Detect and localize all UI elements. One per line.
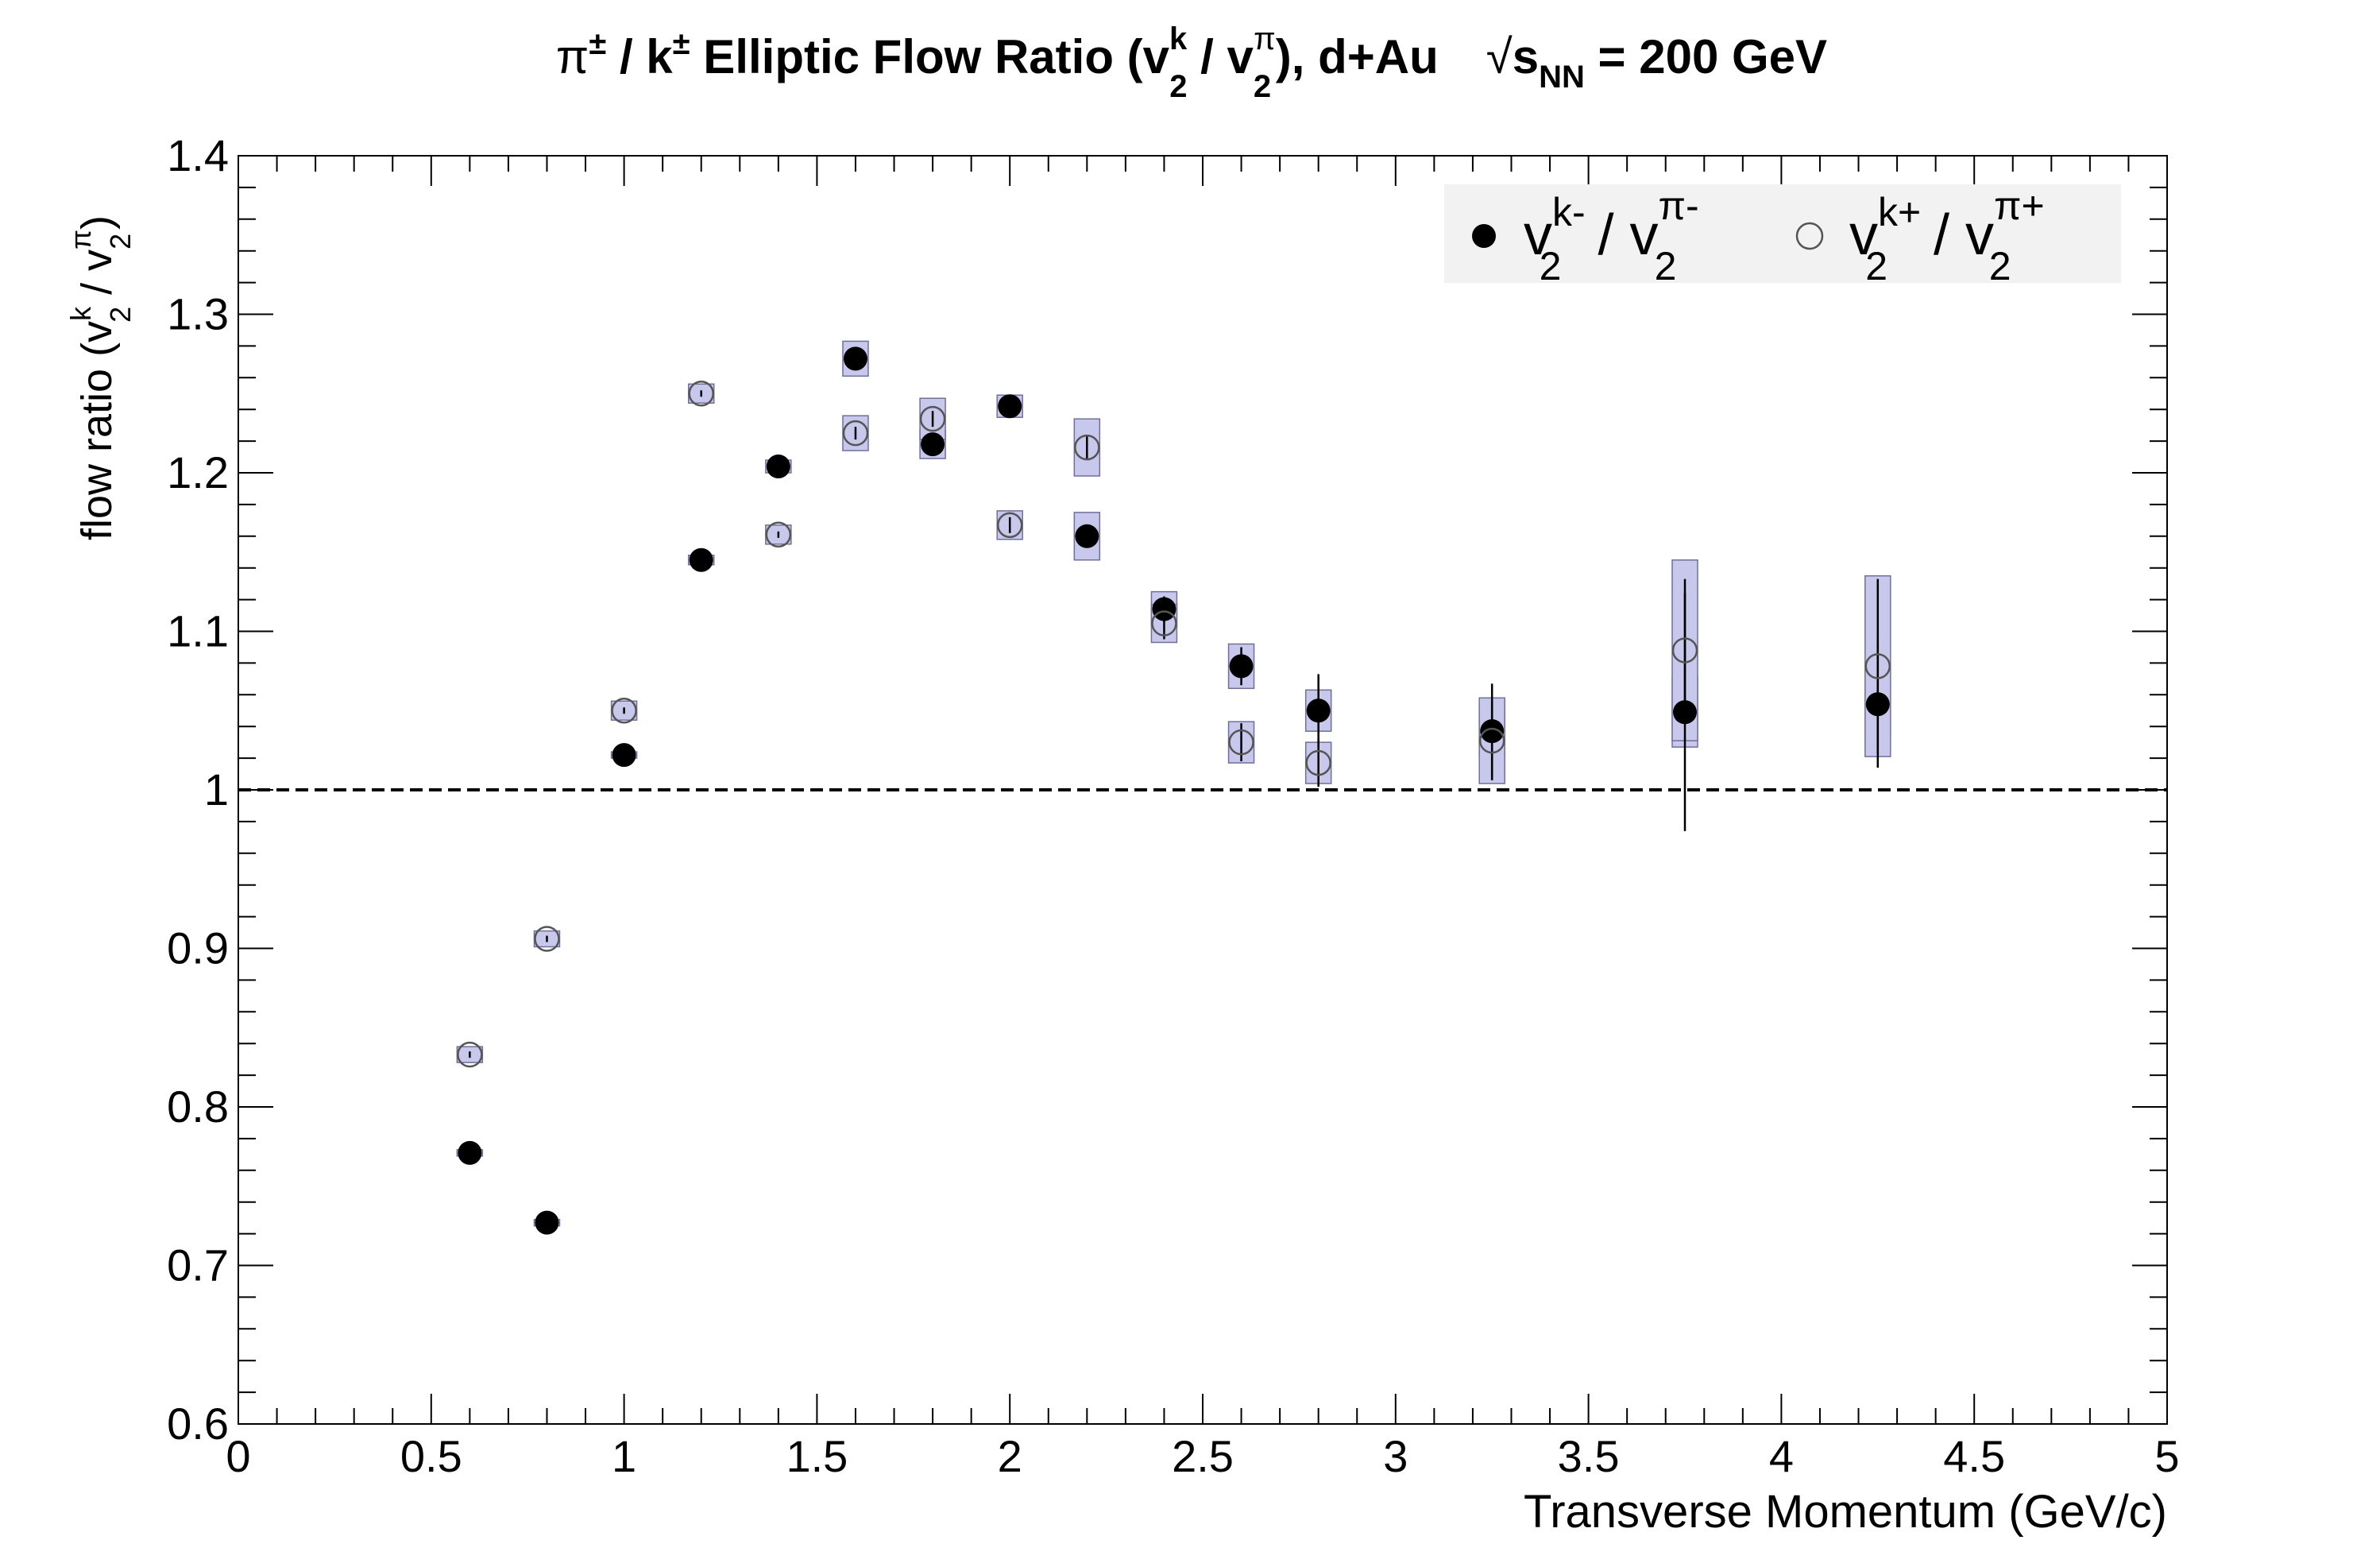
legend-box (1444, 184, 2121, 283)
data-point-kminus (458, 1140, 482, 1165)
x-tick-label: 1.5 (786, 1431, 848, 1481)
data-point-kminus (998, 394, 1022, 419)
data-point-kminus (921, 432, 945, 457)
x-tick-label: 4 (1769, 1431, 1794, 1481)
data-point-kminus (1075, 524, 1099, 548)
x-tick-label: 5 (2154, 1431, 2179, 1481)
data-point-kminus (1229, 654, 1254, 679)
data-point-kplus (1478, 727, 1505, 754)
data-point-kminus (1480, 719, 1505, 744)
y-tick-label: 0.8 (167, 1081, 229, 1132)
x-tick-label: 3 (1383, 1431, 1408, 1481)
data-point-kminus (689, 547, 713, 572)
data-point-kplus (534, 926, 560, 952)
legend-marker-kminus (1472, 224, 1496, 248)
data-point-kplus (1671, 637, 1698, 664)
data-point-kplus (1151, 610, 1177, 636)
data-point-kplus (611, 698, 637, 724)
data-point-kminus (535, 1210, 559, 1235)
data-point-kplus (996, 512, 1023, 539)
y-axis-label: flow ratio (vk 2 / v2π) (64, 215, 137, 540)
data-point-kminus (843, 346, 867, 371)
data-point-kplus (1074, 434, 1100, 461)
data-point-kminus (1152, 597, 1176, 621)
x-tick-label: 4.5 (1943, 1431, 2005, 1481)
legend-label-kminus: vk-2 / vπ-2 (1524, 184, 1699, 288)
legend-label-kplus: vk+ 2 / vπ+ 2 (1849, 184, 2045, 288)
x-tick-label: 2 (998, 1431, 1022, 1481)
y-tick-label: 1.4 (167, 130, 229, 180)
legend-marker-kplus (1795, 222, 1824, 250)
y-tick-label: 0.9 (167, 923, 229, 973)
data-point-kminus (612, 743, 636, 768)
data-point-kminus (1865, 692, 1890, 717)
x-tick-label: 2.5 (1172, 1431, 1234, 1481)
data-point-kplus (919, 405, 946, 432)
y-tick-label: 0.7 (167, 1240, 229, 1290)
data-point-kminus (1306, 698, 1331, 723)
x-tick-label: 3.5 (1558, 1431, 1620, 1481)
data-point-kminus (766, 455, 790, 479)
y-tick-label: 1.1 (167, 606, 229, 656)
y-tick-label: 1.3 (167, 289, 229, 339)
data-point-kminus (1673, 700, 1697, 725)
chart-title: π± / k± Elliptic Flow Ratio (vk 2 / v2π),… (556, 21, 1827, 104)
data-point-kplus (457, 1041, 483, 1068)
data-point-kplus (1305, 749, 1331, 776)
y-tick-label: 1.2 (167, 447, 229, 497)
data-point-kplus (765, 521, 792, 548)
data-points (456, 340, 1891, 1235)
data-point-kplus (1864, 653, 1891, 679)
legend: vk-2 / vπ-2 vk+ 2 / vπ+ 2 (1444, 184, 2121, 288)
y-tick-label: 0.6 (167, 1399, 229, 1449)
x-axis-label: Transverse Momentum (GeV/c) (1524, 1486, 2167, 1538)
y-tick-label: 1 (204, 764, 229, 814)
x-tick-label: 1 (612, 1431, 636, 1481)
x-tick-label: 0 (226, 1431, 250, 1481)
data-point-kplus (842, 420, 869, 447)
data-point-kplus (1228, 729, 1254, 756)
x-tick-label: 0.5 (400, 1431, 462, 1481)
data-point-kplus (688, 381, 714, 407)
